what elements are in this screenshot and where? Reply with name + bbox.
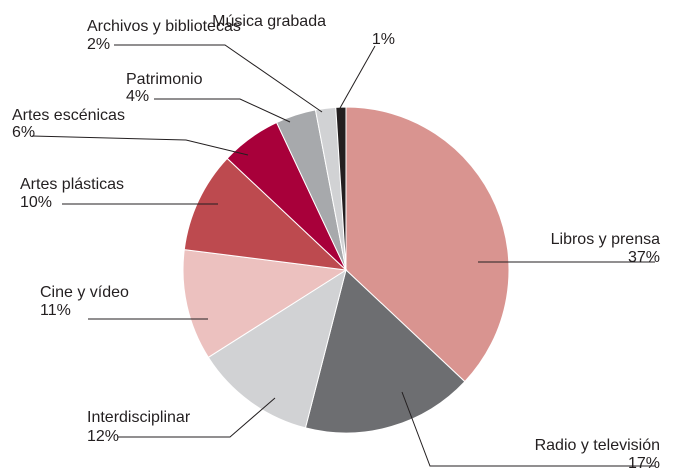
slice-label: Patrimonio	[126, 71, 203, 88]
pie-slice	[345, 106, 510, 383]
slice-label: Libros y prensa	[551, 231, 660, 248]
slice-label: Interdisciplinar	[87, 409, 191, 426]
slice-value-label: 4%	[126, 88, 149, 105]
slice-value-label: 12%	[87, 428, 119, 445]
leader-line	[401, 391, 655, 467]
pie-slice	[304, 269, 466, 434]
slice-label: Música grabada	[212, 13, 326, 30]
leader-line	[154, 98, 291, 123]
slice-value-label: 11%	[40, 302, 71, 319]
slice-label: Artes escénicas	[12, 107, 125, 124]
slice-value-label: 17%	[628, 455, 660, 470]
pie-slice	[207, 268, 347, 429]
slice-label: Cine y vídeo	[40, 284, 129, 301]
slice-label: Radio y televisión	[535, 437, 660, 454]
slice-label: Artes plásticas	[20, 176, 124, 193]
slice-value-label: 10%	[20, 194, 52, 211]
slice-value-label: 1%	[372, 31, 395, 48]
leader-line	[339, 45, 376, 109]
pie-slice	[183, 157, 348, 271]
leader-line	[31, 135, 249, 156]
leader-line	[114, 44, 323, 113]
slice-value-label: 6%	[12, 124, 35, 141]
slice-value-label: 2%	[87, 36, 110, 53]
slice-label: Archivos y bibliotecas	[87, 18, 241, 35]
pie-slice	[182, 249, 348, 359]
slice-value-label: 37%	[628, 249, 660, 266]
leader-line	[118, 397, 276, 438]
